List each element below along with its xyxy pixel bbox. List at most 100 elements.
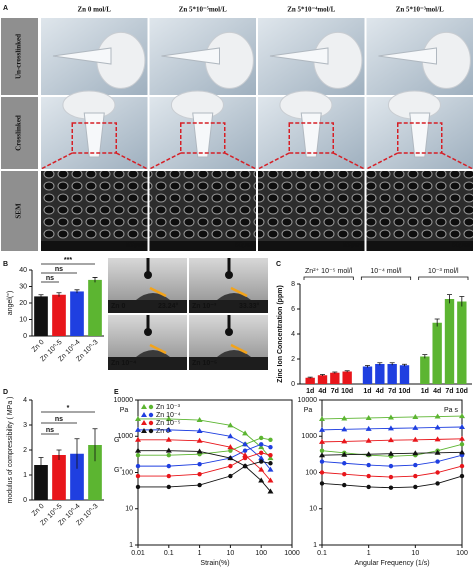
storage-marker [258,477,265,483]
storage-marker [365,414,372,420]
storage-marker [412,450,419,456]
storage-line [138,450,271,492]
error-bar [434,318,440,327]
x-tick-label: 1 [198,550,202,557]
bar [457,301,467,384]
loss-marker [388,485,394,490]
scale-bar-label: 50μm [235,242,253,249]
sem-image [149,171,256,251]
loss-marker [413,462,418,468]
loss-marker [319,448,325,453]
bar [342,371,352,384]
loss-marker [166,453,171,458]
loss-marker [413,484,418,490]
bar [34,465,48,500]
loss-marker [342,471,347,477]
group-bracket [303,276,354,280]
x-tick-label: 10d [341,388,353,395]
row-label-band [1,171,38,251]
loss-marker [459,463,465,469]
y-tick-label: 6 [291,306,295,313]
sample-label: Zn 10⁻⁴ [111,360,137,367]
substrate [189,357,268,370]
group-label: 10⁻⁴ mol/l [370,268,402,275]
error-bar [320,374,325,376]
sem-image [41,171,148,251]
storage-marker [319,452,325,458]
bar [375,364,385,384]
y-tick-label: 1 [129,542,133,549]
loss-marker [268,453,273,458]
storage-marker [459,423,465,429]
bar [88,445,102,500]
y-tick-label: 0 [23,333,27,340]
significance-label: ns [46,275,54,282]
y-tick-label: 10 [125,506,133,513]
error-bar [459,296,465,307]
storage-marker [387,414,394,420]
y-tick-label: 30 [19,283,27,290]
panel-label: C [276,261,281,268]
x-tick-label: Zn 0 [31,339,46,354]
panel-label: B [3,261,8,268]
group-bracket [360,276,412,280]
storage-marker [341,415,348,421]
sem-image [366,171,473,251]
loss-marker [366,473,371,479]
storage-marker [387,437,394,443]
storage-marker [196,417,203,423]
y-tick-label: 1000 [117,433,133,440]
sem-footer [41,241,148,251]
error-bar [389,362,395,366]
loss-marker [319,481,325,486]
row-label: SEM [15,203,23,219]
loss-marker [413,473,418,479]
loss-marker [259,435,264,441]
tube [409,112,431,158]
drop [144,328,152,336]
loss-marker [259,442,264,447]
scale-bar-label: 50μm [126,242,144,249]
storage-marker [434,424,441,430]
loss-marker [135,463,141,469]
error-bar [422,354,428,359]
storage-marker [459,413,465,419]
error-bar [38,294,44,299]
x-tick-label: 7d [331,388,339,395]
storage-marker [227,422,234,428]
loss-marker [388,474,394,480]
storage-marker [258,466,265,472]
loss-marker [435,470,440,475]
x-tick-label: 7d [388,388,396,395]
x-tick-label: 100 [255,550,267,557]
error-bar [332,371,338,374]
row-label-band [1,18,38,95]
storage-marker [165,426,172,432]
loss-marker [366,462,371,468]
error-bar [402,363,407,367]
zoom-box [288,122,334,154]
sample-label: Zn 10⁻⁵ [192,360,217,367]
loss-marker [435,459,440,464]
storage-marker [135,426,141,432]
legend-marker [148,412,154,418]
x-tick-label: 7d [445,388,453,395]
angle-arrow [230,286,248,298]
bar [362,366,373,384]
storage-marker [267,466,274,472]
storage-marker [412,424,419,430]
column-header: Zn 5*10⁻³mol/L [396,6,444,14]
storage-marker [341,451,348,457]
column-header: Zn 5*10⁻⁵mol/L [179,6,227,14]
storage-marker [365,437,372,443]
column-header: Zn 0 mol/L [78,6,112,14]
error-bar [365,365,370,368]
row-label: Crosslinked [15,115,23,151]
y-tick-label: 100 [305,469,317,476]
error-bar [92,277,98,283]
loss-marker [166,484,171,490]
y-tick-label: 10000 [114,397,134,404]
x-tick-label: 1d [306,388,314,395]
y-tick-label: 0 [291,381,295,388]
y-tick-label: 1 [23,472,27,479]
